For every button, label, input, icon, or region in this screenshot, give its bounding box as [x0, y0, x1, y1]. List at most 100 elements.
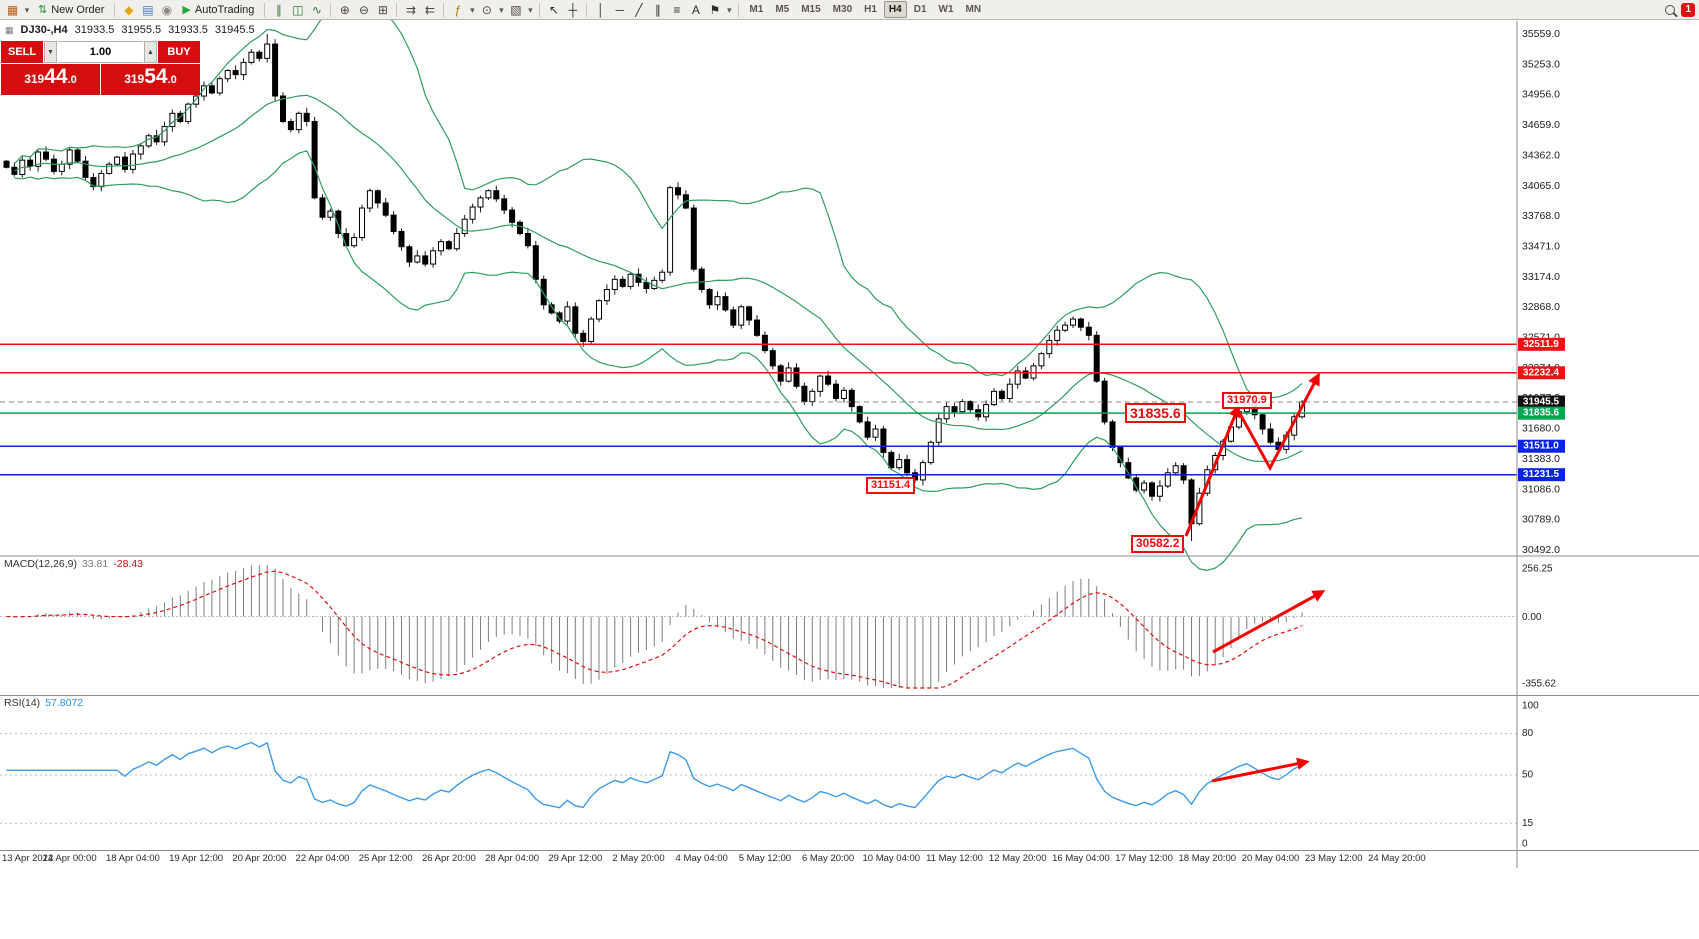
timeframe-m15[interactable]: M15 [801, 4, 821, 15]
new-chart-dropdown[interactable]: ▾ [24, 4, 30, 15]
line-chart-mode-icon[interactable]: ∿ [311, 2, 322, 17]
price-axis-label: 34065.0 [1522, 180, 1560, 192]
rsi-axis-label: 50 [1522, 770, 1534, 781]
chart-shift-icon[interactable]: ⇇ [424, 2, 435, 17]
price-axis-label: 34362.0 [1522, 149, 1560, 161]
new-order-button-icon: ⇅ [38, 4, 48, 16]
price-tag-label: 31511.0 [1523, 441, 1559, 452]
price-annotation[interactable]: 31970.9 [1222, 392, 1272, 409]
fibonacci-icon[interactable]: ≡ [673, 2, 681, 17]
buy-price-prefix: 319 [124, 72, 145, 86]
tile-windows-icon[interactable]: ⊞ [377, 2, 388, 17]
cursor-icon[interactable]: ↖ [548, 2, 559, 17]
horizontal-lines[interactable] [0, 343, 1517, 476]
toolbar-separator [539, 2, 541, 17]
volume-input[interactable] [58, 41, 143, 63]
volume-up-button[interactable]: ▲ [144, 41, 157, 63]
macd-signal-value: -28.43 [113, 558, 144, 570]
arrows-tool-icon[interactable]: ⚑ [709, 2, 721, 17]
time-axis-label: 10 May 04:00 [863, 853, 921, 864]
time-axis-label: 25 Apr 12:00 [359, 853, 413, 864]
channel-icon[interactable]: ∥ [654, 2, 661, 17]
indicators-dropdown[interactable]: ▾ [470, 4, 475, 15]
periods-dropdown[interactable]: ▾ [499, 4, 504, 15]
vertical-line-icon[interactable]: │ [597, 2, 605, 17]
bollinger-bands [13, 0, 1303, 571]
new-chart-icon[interactable]: ▦ [6, 2, 19, 17]
quote-open: 31933.5 [74, 24, 115, 36]
price-annotation[interactable]: 31835.6 [1125, 403, 1186, 424]
templates-dropdown[interactable]: ▾ [528, 4, 533, 15]
time-axis-label: 14 Apr 00:00 [43, 853, 97, 864]
time-axis-label: 17 May 12:00 [1115, 853, 1173, 864]
time-axis-label: 6 May 20:00 [802, 853, 854, 864]
price-annotation[interactable]: 31151.4 [866, 477, 916, 494]
time-axis-label: 19 Apr 12:00 [169, 853, 223, 864]
notification-badge[interactable]: 1 [1681, 2, 1695, 17]
market-watch-icon[interactable]: ▤ [142, 2, 154, 17]
navigator-icon[interactable]: ◉ [161, 2, 173, 17]
macd-axis-label: 256.25 [1522, 564, 1553, 575]
price-axis-label: 33768.0 [1522, 210, 1560, 222]
templates-icon[interactable]: ▧ [510, 2, 522, 17]
buy-button[interactable]: BUY [158, 41, 200, 63]
time-axis-label: 16 May 04:00 [1052, 853, 1110, 864]
price-axis-label: 31680.0 [1522, 423, 1560, 435]
auto-scroll-icon[interactable]: ⇉ [405, 2, 416, 17]
timeframe-h1[interactable]: H1 [864, 4, 877, 15]
indicators-icon[interactable]: ƒ [454, 2, 462, 17]
text-tool-icon[interactable]: A [691, 2, 700, 17]
zoom-in-icon[interactable]: ⊕ [339, 2, 350, 17]
timeframe-m5[interactable]: M5 [775, 4, 790, 15]
rsi-axis-label: 100 [1522, 701, 1539, 712]
time-axis-label: 11 May 12:00 [926, 853, 983, 864]
sell-price-button[interactable]: 319 44.0 [1, 64, 100, 95]
zoom-out-icon[interactable]: ⊖ [358, 2, 369, 17]
price-annotation[interactable]: 30582.2 [1131, 535, 1185, 553]
price-axis[interactable]: 35559.0 35253.0 34956.0 34659.0 34362.0 34065… [1522, 28, 1560, 556]
toolbar-separator [264, 2, 266, 17]
periods-icon[interactable]: ⊙ [481, 2, 492, 17]
timeframe-d1[interactable]: D1 [913, 4, 927, 15]
new-order-button[interactable]: ⇅ New Order [33, 2, 109, 18]
trend-arrows[interactable] [1184, 372, 1326, 783]
arrows-tool-dropdown[interactable]: ▾ [727, 4, 732, 15]
timeframe-mn[interactable]: MN [965, 4, 982, 15]
candlestick-mode-icon[interactable]: ◫ [292, 2, 304, 17]
candlestick-series [3, 33, 1306, 541]
buy-price-button[interactable]: 319 54.0 [101, 64, 200, 95]
volume-down-button[interactable]: ▼ [44, 41, 57, 63]
rsi-axis-label: 80 [1522, 728, 1534, 739]
time-axis-label: 23 May 12:00 [1305, 853, 1363, 864]
autotrading-button[interactable]: ▶ AutoTrading [177, 2, 259, 18]
price-axis-label: 31383.0 [1522, 453, 1560, 465]
macd-axis[interactable]: 256.25 0.00 -355.62 [1522, 564, 1556, 690]
macd-axis-label: -355.62 [1522, 679, 1556, 690]
price-axis-label: 34956.0 [1522, 89, 1560, 101]
quote-close: 31945.5 [214, 24, 255, 36]
sell-price-big: 44 [44, 65, 68, 88]
toolbar-separator [738, 2, 740, 17]
timeframe-w1[interactable]: W1 [938, 4, 954, 15]
time-axis-label: 5 May 12:00 [739, 853, 791, 864]
trend-arrow [1237, 372, 1320, 472]
rsi-axis[interactable]: 100 80 50 15 0 [1522, 701, 1539, 850]
timeframe-h4[interactable]: H4 [883, 1, 907, 18]
sell-button[interactable]: SELL [1, 41, 43, 63]
price-tag-label: 32511.9 [1523, 339, 1559, 350]
horizontal-line-icon[interactable]: ─ [615, 2, 625, 17]
search-icon[interactable] [1665, 4, 1676, 15]
trendline-icon[interactable]: ╱ [635, 2, 643, 17]
metaeditor-icon[interactable]: ◆ [124, 2, 134, 17]
timeframe-m30[interactable]: M30 [832, 4, 853, 15]
macd-name: MACD(12,26,9) [4, 558, 77, 570]
bar-chart-mode-icon[interactable]: ∥ [275, 2, 282, 17]
crosshair-icon[interactable]: ┼ [568, 2, 578, 17]
toolbar-separator [114, 2, 116, 17]
timeframe-m1[interactable]: M1 [749, 4, 764, 15]
buy-price-big: 54 [144, 65, 168, 88]
